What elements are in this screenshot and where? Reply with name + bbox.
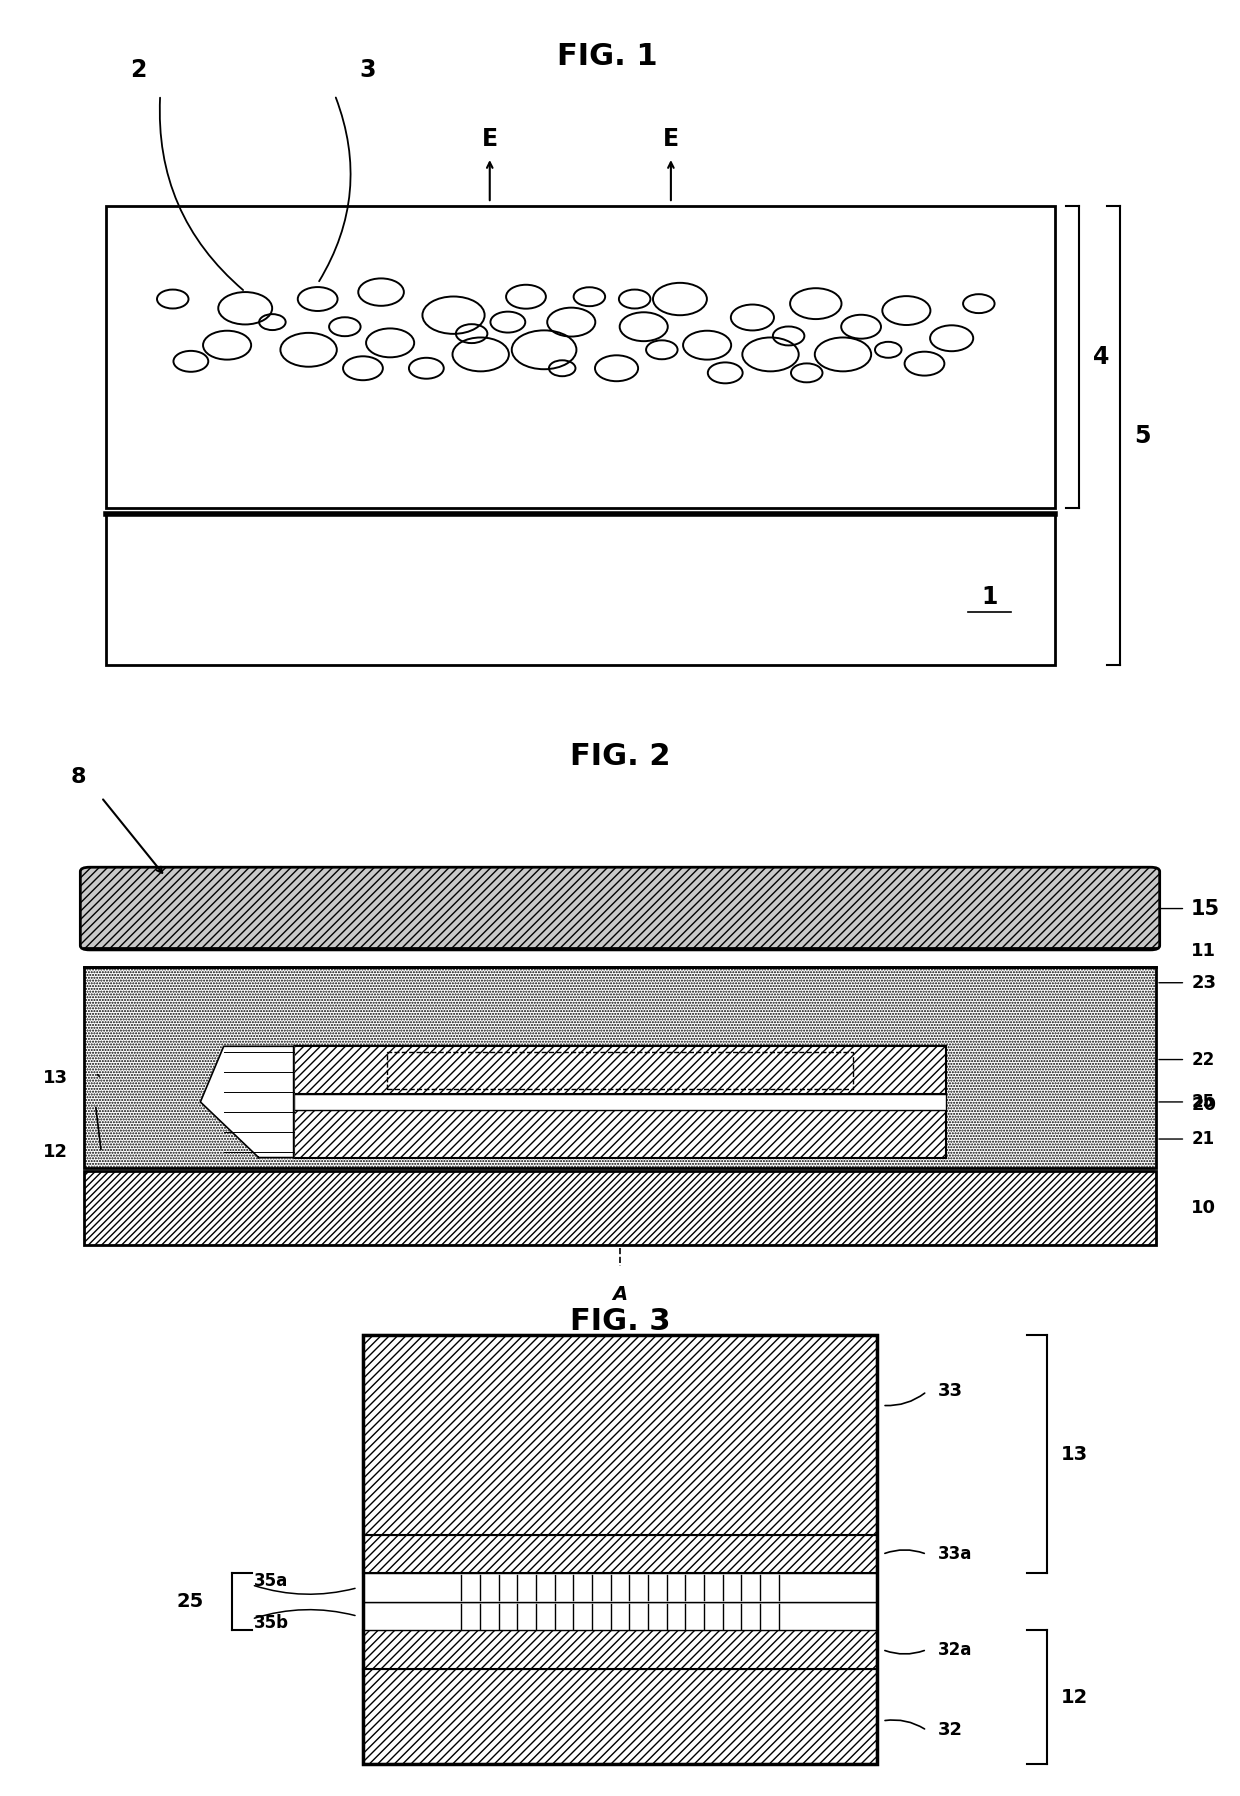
Bar (363, 1668, 877, 1764)
Text: 25: 25 (177, 1593, 203, 1611)
Text: 12: 12 (1061, 1688, 1087, 1706)
Bar (363, 1336, 877, 1764)
Text: 13: 13 (1061, 1446, 1087, 1464)
Text: 33: 33 (939, 1383, 963, 1401)
Text: 4: 4 (1094, 345, 1110, 370)
Text: 32: 32 (939, 1721, 963, 1740)
Text: 5: 5 (1135, 424, 1151, 447)
Text: 8: 8 (71, 767, 86, 787)
Text: 10: 10 (1192, 1200, 1216, 1218)
Bar (84, 1171, 1156, 1245)
Text: 32a: 32a (939, 1640, 972, 1658)
Text: 35b: 35b (254, 1615, 289, 1633)
Text: 23: 23 (1192, 973, 1216, 991)
Text: A: A (613, 1284, 627, 1304)
Text: FIG. 2: FIG. 2 (569, 742, 671, 770)
FancyBboxPatch shape (81, 867, 1159, 950)
Text: 12: 12 (43, 1144, 68, 1162)
Text: E: E (481, 128, 497, 151)
Text: FIG. 1: FIG. 1 (557, 43, 658, 72)
Text: 13: 13 (43, 1069, 68, 1087)
Bar (105, 514, 1055, 665)
Bar (294, 1047, 946, 1094)
Bar (363, 1336, 877, 1536)
Text: 21: 21 (1192, 1130, 1214, 1148)
Bar (105, 207, 1055, 508)
Text: 2: 2 (130, 57, 146, 83)
Bar (294, 1110, 946, 1158)
Text: 3: 3 (360, 57, 376, 83)
Text: 22: 22 (1192, 1051, 1214, 1069)
Text: FIG. 3: FIG. 3 (569, 1307, 671, 1336)
Bar (363, 1602, 877, 1631)
Text: 1: 1 (981, 585, 998, 609)
Bar (294, 1094, 946, 1110)
Text: 35a: 35a (254, 1572, 288, 1591)
Text: 25: 25 (1192, 1094, 1214, 1112)
Text: E: E (663, 128, 680, 151)
Bar (387, 1052, 853, 1088)
Bar (84, 966, 1156, 1167)
Bar (363, 1631, 877, 1668)
Text: 33a: 33a (939, 1545, 972, 1563)
Bar (363, 1573, 877, 1602)
Bar (363, 1536, 877, 1573)
Text: 20: 20 (1192, 1096, 1216, 1114)
Text: 15: 15 (1192, 898, 1220, 918)
Text: 11: 11 (1192, 941, 1216, 959)
Polygon shape (201, 1047, 294, 1158)
